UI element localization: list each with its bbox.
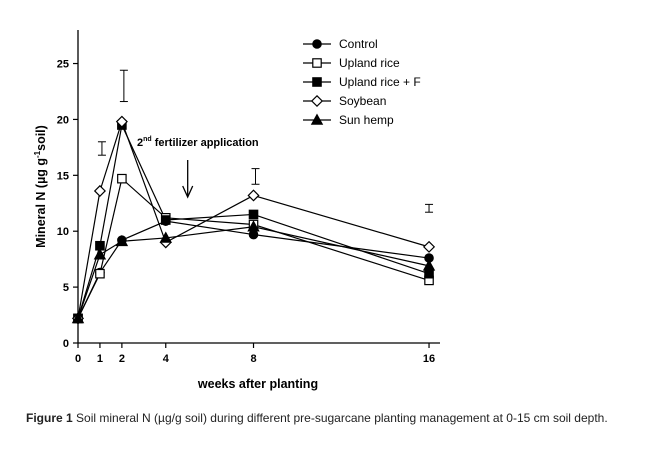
data-point <box>115 234 129 247</box>
data-point <box>93 248 107 260</box>
error-bar <box>251 168 260 185</box>
data-point <box>95 268 105 279</box>
data-point <box>248 209 259 220</box>
data-point <box>160 215 171 225</box>
legend-label: Soybean <box>339 94 386 108</box>
caption-text: Soil mineral N (µg/g soil) during differ… <box>72 411 608 425</box>
error-bar <box>425 203 434 213</box>
y-tick-label: 0 <box>63 338 69 350</box>
mineral-n-chart: 0 5 10 15 20 25 0 1 2 4 8 16 weeks after planting Min… <box>33 30 440 391</box>
data-point <box>159 231 172 243</box>
error-bars <box>97 69 434 213</box>
axes: 0 5 10 15 20 25 0 1 2 4 8 16 weeks after planting Min… <box>33 30 440 391</box>
error-bar <box>119 69 128 103</box>
legend-label: Upland rice <box>339 56 400 70</box>
annotation: 2nd fertilizer application <box>137 136 259 199</box>
annotation-text: 2nd fertilizer application <box>137 136 259 149</box>
data-point <box>93 184 106 198</box>
x-tick-label: 16 <box>423 353 435 365</box>
data-point <box>422 240 436 253</box>
data-point <box>71 311 85 324</box>
legend-marker <box>310 113 324 125</box>
legend-label: Control <box>339 37 378 51</box>
series-markers <box>71 115 436 325</box>
x-tick-label: 2 <box>119 353 125 365</box>
legend-label: Upland rice + F <box>339 75 421 89</box>
data-point <box>424 268 434 279</box>
figure-caption: Figure 1 Soil mineral N (µg/g soil) duri… <box>26 411 608 425</box>
legend-label: Sun hemp <box>339 113 394 127</box>
caption-label: Figure 1 <box>26 411 73 425</box>
data-point <box>247 189 260 202</box>
x-tick-label: 8 <box>250 353 256 365</box>
data-point <box>117 173 127 184</box>
legend-marker <box>312 77 322 87</box>
series-line-4 <box>77 226 430 319</box>
x-tick-label: 4 <box>163 353 170 365</box>
annotation-arrow-head <box>182 185 194 199</box>
data-point <box>422 259 436 271</box>
legend-marker <box>312 39 322 49</box>
x-axis-label: weeks after planting <box>197 377 318 391</box>
y-tick-label: 5 <box>63 282 69 294</box>
y-tick-label: 25 <box>57 59 69 71</box>
legend-marker <box>310 94 324 108</box>
error-bar <box>97 141 106 156</box>
series-line-3 <box>77 119 430 319</box>
legend-marker <box>312 58 322 68</box>
y-tick-label: 10 <box>57 226 69 238</box>
data-point <box>248 229 259 240</box>
y-tick-label: 20 <box>57 114 69 126</box>
y-tick-label: 15 <box>57 170 69 182</box>
legend: Control Upland rice Upland rice + F Soybean… <box>303 37 421 127</box>
data-point <box>247 220 260 232</box>
x-tick-label: 0 <box>75 353 81 365</box>
data-point <box>115 115 128 128</box>
y-axis-label: Mineral N (µg g-1soil) <box>33 125 48 248</box>
x-tick-label: 1 <box>97 353 103 365</box>
